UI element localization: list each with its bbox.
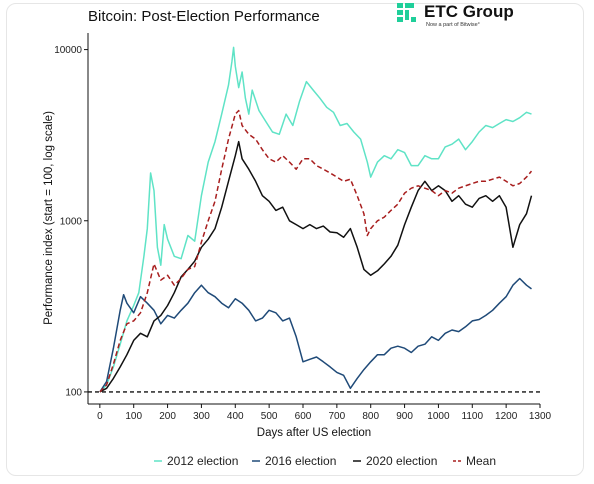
y-tick-label: 100 xyxy=(65,387,82,398)
x-axis-label: Days after US election xyxy=(257,427,371,439)
x-tick-label: 700 xyxy=(329,411,346,422)
x-tick-label: 100 xyxy=(125,411,142,422)
logo-name: ETC Group xyxy=(424,2,514,21)
x-tick-label: 600 xyxy=(295,411,312,422)
logo-tagline: Now a part of Bitwise° xyxy=(426,22,480,28)
x-tick-label: 0 xyxy=(97,411,103,422)
x-tick-label: 1000 xyxy=(427,411,450,422)
etc-group-logo: ETC Group Now a part of Bitwise° xyxy=(397,2,514,28)
legend-label: 2012 election xyxy=(167,454,238,468)
x-tick-label: 200 xyxy=(159,411,176,422)
tweet-image-card xyxy=(6,3,584,476)
x-tick-label: 1200 xyxy=(495,411,518,422)
x-tick-label: 800 xyxy=(362,411,379,422)
x-tick-label: 300 xyxy=(193,411,210,422)
y-tick-label: 10000 xyxy=(54,45,82,56)
series-layer xyxy=(99,46,533,393)
logo-mark-icon xyxy=(397,3,416,22)
series-line-2020-election xyxy=(99,140,533,393)
legend: 2012 election 2016 election 2020 election M… xyxy=(154,454,496,468)
series-line-mean xyxy=(99,109,533,393)
x-tick-label: 1100 xyxy=(462,411,484,422)
y-tick-label: 1000 xyxy=(60,216,83,227)
legend-label: 2016 election xyxy=(265,454,336,468)
legend-label: 2020 election xyxy=(366,454,437,468)
chart-title: Bitcoin: Post-Election Performance xyxy=(88,8,320,25)
x-tick-label: 1300 xyxy=(529,411,552,422)
x-tick-label: 500 xyxy=(261,411,278,422)
x-tick-label: 900 xyxy=(396,411,413,422)
legend-label: Mean xyxy=(466,454,496,468)
x-tick-label: 400 xyxy=(227,411,244,422)
series-line-2012-election xyxy=(99,46,532,393)
series-line-2016-election xyxy=(99,277,532,393)
axes: 0 100 200 300 400 500 600 700 800 900 1000 1100 1200… xyxy=(54,33,552,422)
y-axis-label: Performance index (start = 100, log scal… xyxy=(43,111,55,325)
